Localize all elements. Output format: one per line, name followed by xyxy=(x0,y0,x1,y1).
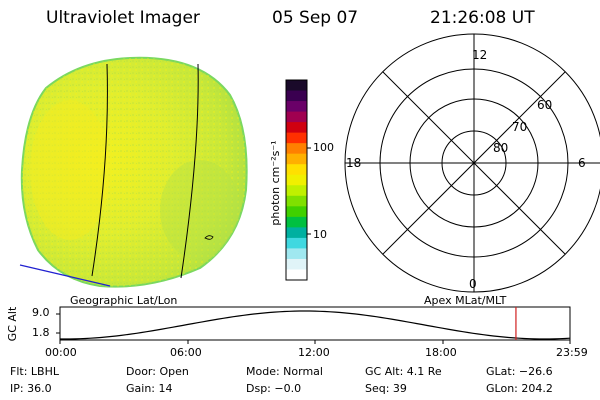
terminator-line xyxy=(19,264,111,287)
colorbar-segment xyxy=(286,111,307,123)
instrument-title: Ultraviolet Imager xyxy=(46,8,200,28)
colorbar-segment xyxy=(286,90,307,102)
footer-dsp: Dsp: −0.0 xyxy=(246,382,302,395)
footer-flt: Flt: LBHL xyxy=(10,365,59,378)
coastline-feature xyxy=(204,235,214,240)
footer-seq: Seq: 39 xyxy=(365,382,407,395)
polar-label-0: 0 xyxy=(469,277,477,291)
colorbar-segment xyxy=(286,153,307,165)
colorbar-segment xyxy=(286,258,307,270)
colorbar-segment xyxy=(286,185,307,197)
polar-diagonal-2 xyxy=(382,71,566,255)
timeline-x-tick-0000: 00:00 xyxy=(45,346,77,359)
colorbar-segment xyxy=(286,174,307,186)
colorbar-segment xyxy=(286,237,307,249)
gc-altitude-curve xyxy=(60,310,571,340)
footer-glon: GLon: 204.2 xyxy=(486,382,553,395)
colorbar xyxy=(285,79,311,281)
colorbar-tick-10: 10 xyxy=(313,228,327,241)
colorbar-segment xyxy=(286,143,307,155)
date-label: 05 Sep 07 xyxy=(272,8,359,28)
timeline-y-tick-1-8: 1.8 xyxy=(32,326,50,339)
longitude-line-2 xyxy=(180,63,199,279)
polar-lat-label-70: 70 xyxy=(512,120,528,134)
timeline-frame xyxy=(59,306,571,341)
timeline-right-caption: Apex MLat/MLT xyxy=(424,294,507,307)
footer-mode: Mode: Normal xyxy=(246,365,323,378)
timeline-x-tick-0600: 06:00 xyxy=(170,346,202,359)
timeline-x-tick-1200: 12:00 xyxy=(298,346,330,359)
colorbar-segment xyxy=(286,227,307,239)
longitude-line-1 xyxy=(91,63,108,277)
colorbar-segment xyxy=(286,206,307,218)
colorbar-segment xyxy=(286,101,307,113)
footer-gc-alt: GC Alt: 4.1 Re xyxy=(365,365,442,378)
colorbar-unit-label: photon cm⁻²s⁻¹ xyxy=(269,140,282,226)
footer-ip: IP: 36.0 xyxy=(10,382,52,395)
timeline-left-caption: Geographic Lat/Lon xyxy=(70,294,178,307)
colorbar-segment xyxy=(286,164,307,176)
colorbar-segment xyxy=(286,195,307,207)
polar-label-12: 12 xyxy=(472,48,488,62)
footer-glat: GLat: −26.6 xyxy=(486,365,553,378)
colorbar-segment xyxy=(286,248,307,260)
footer-door: Door: Open xyxy=(126,365,189,378)
colorbar-tick-100: 100 xyxy=(313,141,334,154)
timeline-x-tick-1800: 18:00 xyxy=(425,346,457,359)
timeline-y-tick-9: 9.0 xyxy=(32,306,50,319)
polar-plot xyxy=(344,33,600,293)
earth-disk-image xyxy=(19,56,248,288)
colorbar-segment xyxy=(286,269,307,281)
colorbar-segment xyxy=(286,216,307,228)
polar-lat-label-80: 80 xyxy=(493,141,509,155)
footer-gain: Gain: 14 xyxy=(126,382,173,395)
polar-label-6: 6 xyxy=(578,156,586,170)
colorbar-segment xyxy=(286,80,307,92)
colorbar-segment xyxy=(286,132,307,144)
timeline-plot xyxy=(56,306,571,344)
timeline-y-axis-label: GC Alt xyxy=(6,306,19,342)
time-label: 21:26:08 UT xyxy=(430,8,535,28)
colorbar-segment xyxy=(286,122,307,134)
polar-label-18: 18 xyxy=(346,156,362,170)
timeline-x-tick-2359: 23:59 xyxy=(556,346,588,359)
colorbar-frame xyxy=(285,79,308,281)
polar-lat-label-60: 60 xyxy=(537,98,553,112)
